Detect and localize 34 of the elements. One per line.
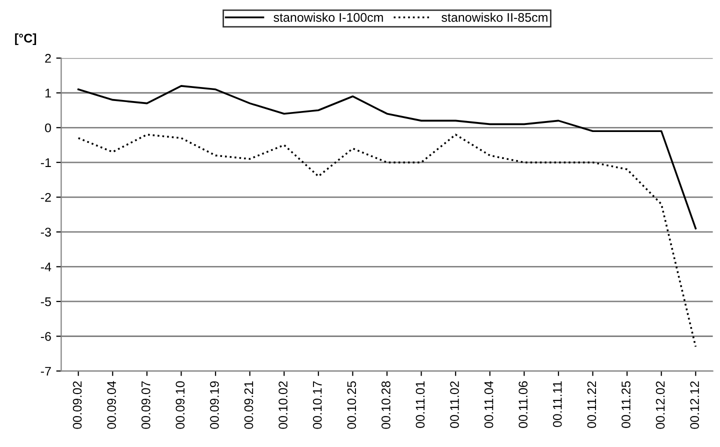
line-series [77, 134, 697, 348]
x-tick-label: 00.11.01 [416, 381, 425, 428]
x-tick-label: 00.11.02 [450, 381, 459, 428]
x-tick-label: 00.12.02 [656, 381, 665, 429]
y-tick-label: -4 [40, 262, 52, 272]
y-axis-title: [°C] [15, 33, 36, 46]
x-tick-label: 00.11.06 [518, 381, 528, 428]
x-tick-label: 00.11.04 [484, 381, 494, 428]
x-tick-label: 00.09.07 [141, 381, 150, 429]
x-tick-label: 00.09.21 [244, 381, 254, 429]
x-tick-label: 00.11.22 [587, 381, 596, 428]
y-tick-label: 2 [45, 54, 51, 63]
x-tick-label: 00.09.02 [72, 381, 82, 429]
y-tick-label: 1 [45, 88, 51, 98]
legend-label: stanowisko I-100cm [274, 12, 383, 22]
y-tick-label: -6 [40, 332, 51, 341]
y-tick-label: 0 [45, 123, 51, 132]
x-tick-label: 00.10.02 [278, 381, 288, 429]
x-tick-label: 00.09.04 [107, 381, 116, 429]
x-tick-label: 00.12.12 [690, 381, 700, 429]
y-tick-label: -1 [40, 158, 51, 167]
y-tick-label: -5 [40, 297, 51, 306]
x-tick-label: 00.11.11 [552, 381, 562, 428]
x-tick-label: 00.10.25 [347, 381, 356, 429]
x-tick-label: 00.09.19 [210, 381, 219, 429]
x-tick-label: 00.10.17 [312, 381, 322, 429]
x-tick-label: 00.11.25 [622, 381, 630, 428]
line-series [77, 85, 697, 230]
legend-label: stanowisko II-85cm [442, 12, 548, 22]
y-tick-label: -7 [40, 366, 51, 376]
y-tick-label: -2 [40, 192, 51, 202]
x-tick-label: 00.09.10 [176, 381, 185, 429]
y-tick-label: -3 [40, 228, 51, 237]
x-tick-label: 00.10.28 [382, 381, 390, 429]
